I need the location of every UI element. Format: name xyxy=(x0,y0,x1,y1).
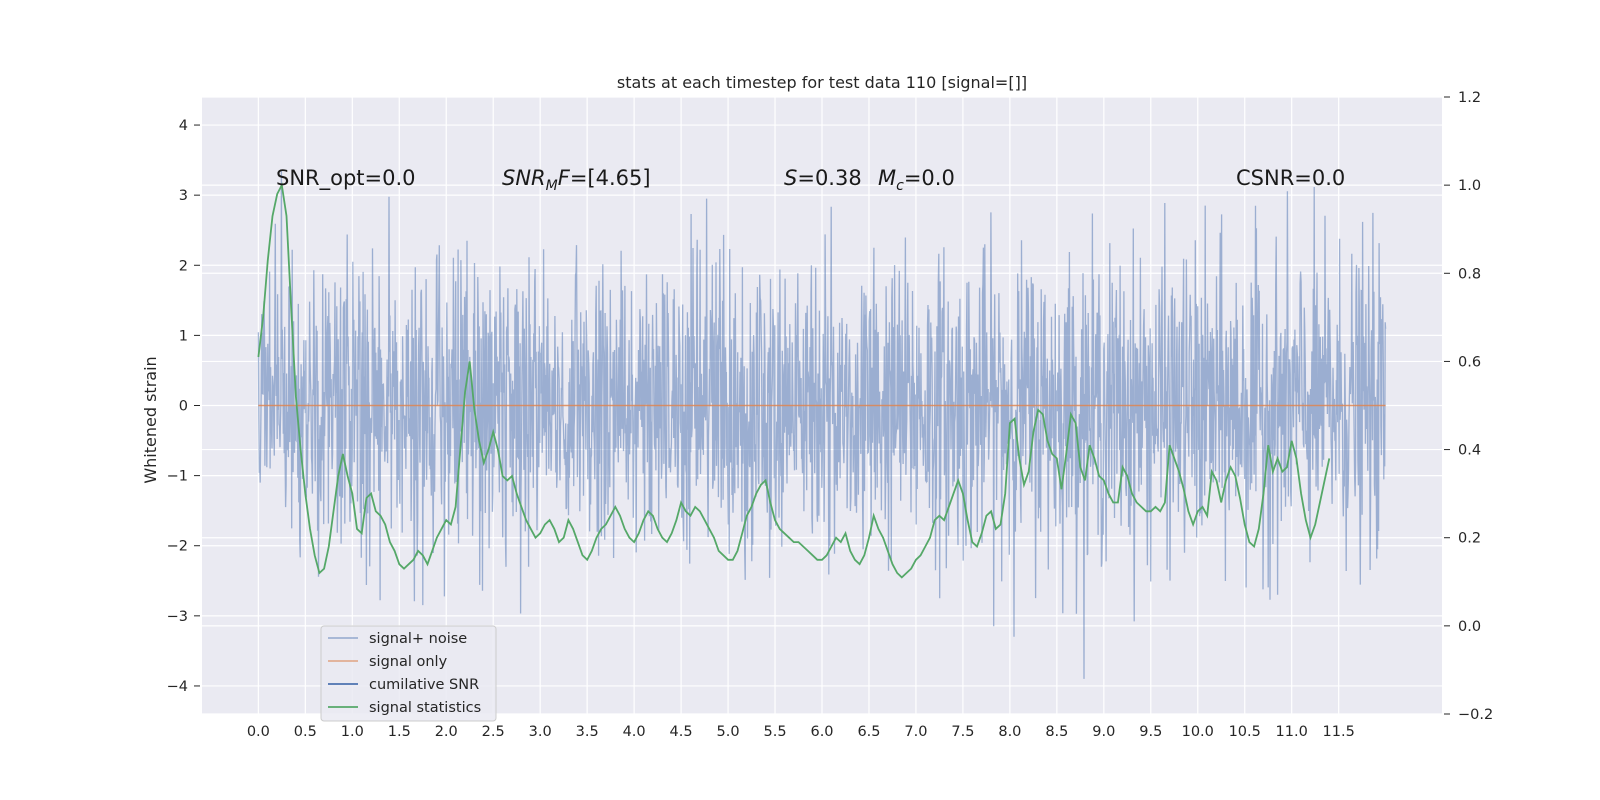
x-tick-label: 9.0 xyxy=(1092,724,1115,740)
annotations-layer: SNR_opt=0.0 SNRMF=[4.65] S=0.38 Mc=0.0 C… xyxy=(276,166,1345,194)
x-tick-label: 3.5 xyxy=(576,724,599,740)
x-tick-label: 7.0 xyxy=(904,724,927,740)
y-tick-label: 1 xyxy=(179,328,188,344)
y-tick-label: −1 xyxy=(167,469,188,485)
x-tick-label: 10.0 xyxy=(1182,724,1214,740)
y2-tick-label: 1.0 xyxy=(1458,178,1481,194)
x-tick-label: 6.5 xyxy=(857,724,880,740)
legend-label-signal-only: signal only xyxy=(369,654,448,670)
signal-noise-layer xyxy=(257,169,1387,679)
signal-statistics-line xyxy=(257,182,1331,579)
annotation-snr-opt: SNR_opt=0.0 xyxy=(276,166,416,191)
y-tick-label: 4 xyxy=(179,118,188,134)
y-tick-label: −4 xyxy=(167,679,188,695)
x-tick-label: 2.5 xyxy=(482,724,505,740)
ticks-layer: 0.0 0.5 1.0 1.5 2.0 2.5 3.0 3.5 4.0 4.5 5.0 5.5 6.0 6… xyxy=(167,90,1494,740)
y2-tick-label: 0.2 xyxy=(1458,531,1481,547)
annotation-snr-mf: SNRMF=[4.65] xyxy=(502,166,651,194)
y-tick-label: −2 xyxy=(167,539,188,555)
y2-tick-label: −0.2 xyxy=(1458,707,1493,723)
y2-tick-label: 0.4 xyxy=(1458,443,1481,459)
y2-tick-label: 0.8 xyxy=(1458,266,1481,282)
x-tick-label: 4.5 xyxy=(670,724,693,740)
annotation-mc: Mc=0.0 xyxy=(878,166,955,194)
annotation-s-stat: S=0.38 xyxy=(784,166,862,190)
x-tick-label: 11.5 xyxy=(1323,724,1355,740)
x-tick-label: 6.0 xyxy=(810,724,833,740)
annotation-csnr: CSNR=0.0 xyxy=(1236,166,1345,190)
x-tick-label: 2.0 xyxy=(435,724,458,740)
y-tick-label: 2 xyxy=(179,258,188,274)
legend-label-cumilative-snr: cumilative SNR xyxy=(369,677,479,693)
y2-tick-label: 1.2 xyxy=(1458,90,1481,106)
legend-box xyxy=(320,625,497,722)
legend-label-signal-noise: signal+ noise xyxy=(369,631,467,647)
y-tick-label: 3 xyxy=(179,188,188,204)
x-tick-label: 1.0 xyxy=(341,724,364,740)
legend: signal+ noise signal only cumilative SNR… xyxy=(320,625,497,722)
y-tick-label: 0 xyxy=(179,399,188,415)
x-tick-label: 10.5 xyxy=(1229,724,1261,740)
x-tick-label: 1.5 xyxy=(388,724,411,740)
x-tick-label: 0.5 xyxy=(294,724,317,740)
x-tick-label: 3.0 xyxy=(529,724,552,740)
x-tick-label: 5.5 xyxy=(763,724,786,740)
y-axis-label: Whitened strain xyxy=(141,356,160,483)
x-tick-label: 9.5 xyxy=(1139,724,1162,740)
y2-tick-label: 0.6 xyxy=(1458,354,1481,370)
x-tick-label: 0.0 xyxy=(247,724,270,740)
y2-tick-label: 0.0 xyxy=(1458,619,1481,635)
x-tick-label: 8.0 xyxy=(998,724,1021,740)
chart-title: stats at each timestep for test data 110… xyxy=(617,73,1027,92)
legend-label-signal-statistics: signal statistics xyxy=(369,700,481,716)
x-tick-label: 8.5 xyxy=(1045,724,1068,740)
x-tick-label: 7.5 xyxy=(951,724,974,740)
x-tick-label: 4.0 xyxy=(623,724,646,740)
y-tick-label: −3 xyxy=(167,609,188,625)
x-tick-label: 5.0 xyxy=(717,724,740,740)
signal-noise-trace xyxy=(257,169,1387,679)
x-tick-label: 11.0 xyxy=(1276,724,1308,740)
